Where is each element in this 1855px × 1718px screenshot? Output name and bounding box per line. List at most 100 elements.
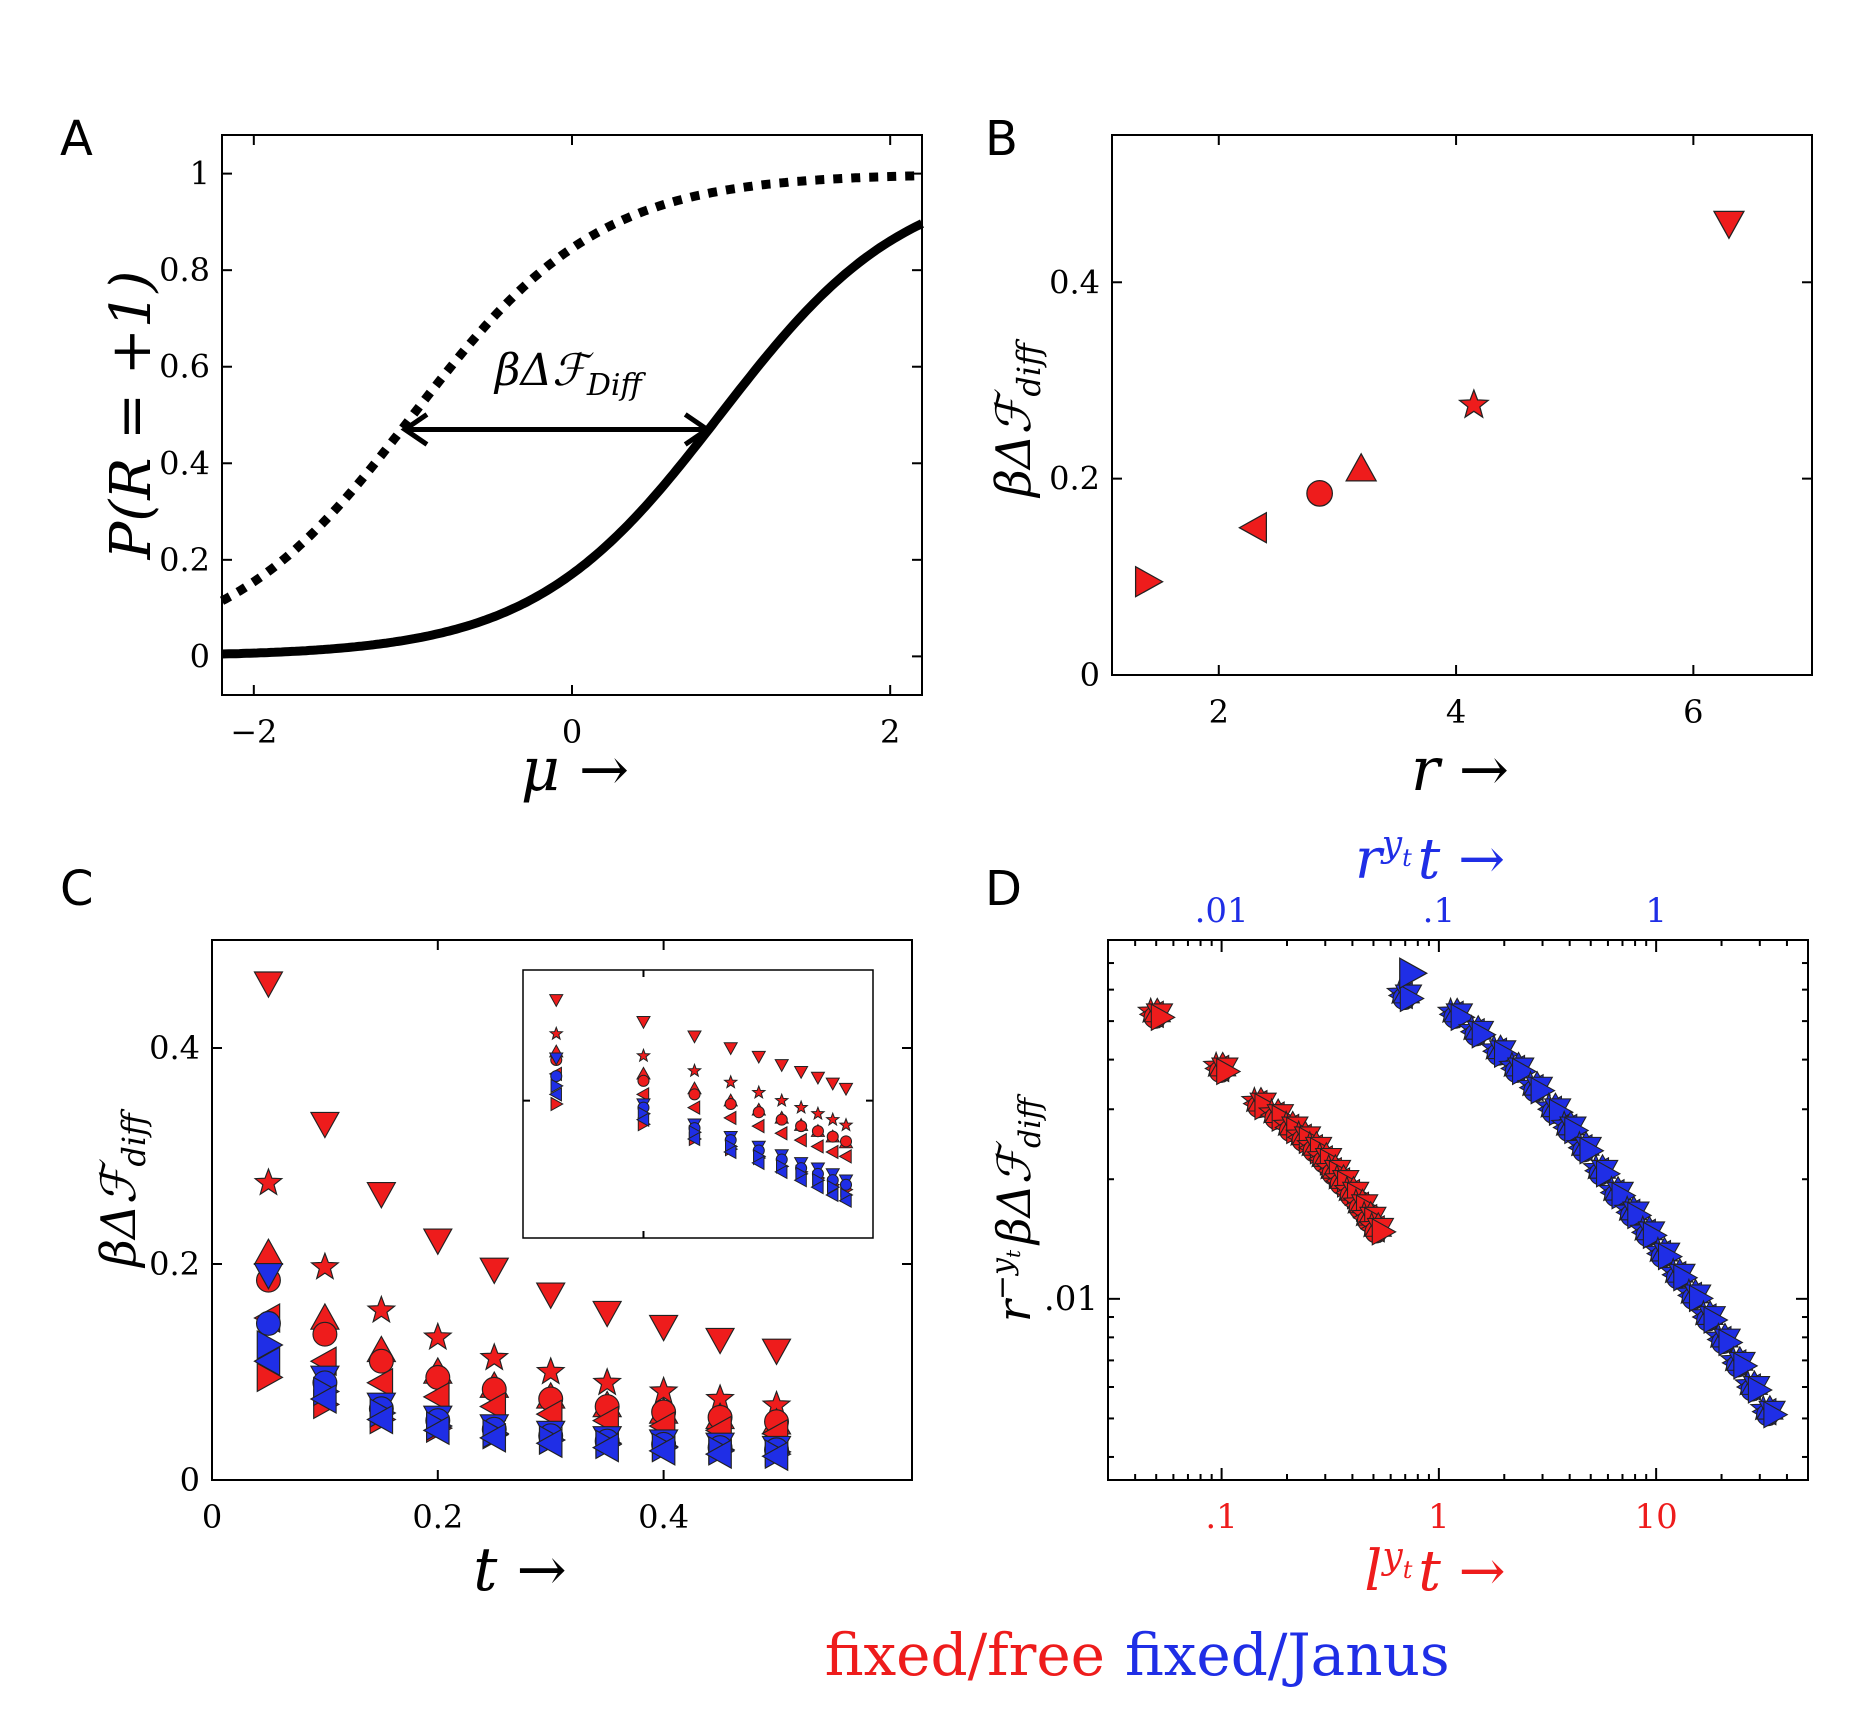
c-inset-point-triangle-down [825, 1077, 841, 1091]
panel-b-ticks: 2 4 6 0 0.2 0.4 [1049, 135, 1812, 731]
panel-a-dotted-curve [219, 171, 923, 605]
panel-b-points [1134, 210, 1746, 598]
c-point-star [535, 1356, 566, 1385]
panel-b: B 2 4 6 0 0.2 0.4 r → βΔℱdiff [985, 111, 1813, 805]
panel-d-top-label: ryt t → [1355, 824, 1505, 892]
panel-d: D .1 1 10 .01 .1 1 .01 ryt t → lyt t → r−ytβΔℱdi… [985, 824, 1809, 1604]
c-xtick-label: 0.2 [412, 1498, 463, 1536]
c-inset-point-janus-left [723, 1144, 737, 1160]
panel-c-ylabel: βΔℱdiff [91, 1108, 153, 1269]
panel-a-ylabel: P(R = +1) [99, 271, 164, 561]
d-point-blue [1657, 1242, 1684, 1271]
c-ytick-label: 0 [180, 1461, 200, 1499]
c-inset-point-janus-down [548, 1052, 564, 1066]
d-point-blue [1703, 1306, 1729, 1334]
d-top-tick-label: 1 [1645, 891, 1667, 931]
panel-b-ylabel: βΔℱdiff [986, 338, 1048, 499]
c-point-triangle-down [253, 971, 284, 999]
c-inset-point-janus-circle [839, 1178, 853, 1191]
d-point-blue [1688, 1284, 1715, 1313]
c-point-circle [312, 1321, 338, 1347]
c-inset-point-circle [839, 1135, 853, 1148]
panel-c-inset [523, 970, 873, 1238]
a-ytick-label: 0.4 [159, 444, 210, 482]
c-point-triangle-down [761, 1338, 792, 1366]
c-inset-point-star [635, 1047, 652, 1063]
c-inset-point-triangle-down [793, 1065, 809, 1080]
c-inset-point-triangle-left [793, 1132, 807, 1148]
c-point-janus-left [761, 1441, 789, 1472]
c-point-janus-down [253, 1263, 284, 1291]
panel-a-ticks: −2 0 2 0 0.2 0.4 0.6 0.8 1 [159, 135, 922, 751]
c-inset-point-star [810, 1105, 826, 1121]
c-inset-point-triangle-left [774, 1125, 788, 1141]
d-top-tick-label: .1 [1423, 891, 1455, 931]
c-inset-point-triangle-left [635, 1086, 650, 1102]
a-ytick-label: 1 [190, 155, 210, 193]
c-inset-point-triangle-down [636, 1016, 651, 1030]
b-xtick-label: 4 [1446, 693, 1466, 731]
c-inset-point-janus-left [686, 1131, 701, 1147]
panel-a: A −2 0 2 0 0.2 0.4 0.6 0.8 1 βΔℱDiff μ → P(R = +… [60, 111, 924, 805]
c-inset-point-star [793, 1099, 809, 1115]
panel-c-inset-frame [522, 969, 874, 1239]
panel-a-solid-curve [221, 219, 924, 659]
c-inset-point-star [838, 1117, 854, 1132]
c-inset-point-circle [811, 1125, 824, 1138]
panel-c-frame [211, 939, 913, 1481]
c-point-star [422, 1321, 453, 1351]
c-inset-point-triangle-left [751, 1118, 765, 1134]
c-inset-point-triangle-down [548, 994, 564, 1008]
c-point-triangle-down [535, 1282, 566, 1310]
panel-d-points [1136, 957, 1789, 1429]
d-top-tick-label: .01 [1195, 891, 1249, 931]
d-point-blue [1450, 1003, 1476, 1032]
b-xtick-label: 6 [1683, 693, 1703, 731]
c-inset-point-triangle-left [686, 1100, 701, 1115]
d-ytick-label: .01 [1044, 1279, 1098, 1319]
c-point-janus-left [253, 1346, 281, 1377]
c-point-janus-left [422, 1415, 450, 1446]
c-point-janus-left [535, 1428, 563, 1459]
d-bottom-tick-label: 10 [1635, 1497, 1678, 1537]
c-point-star [592, 1367, 623, 1396]
c-inset-point-triangle-left [838, 1149, 852, 1164]
d-bottom-tick-label: .1 [1205, 1497, 1237, 1537]
c-point-janus-left [309, 1384, 337, 1414]
d-point-blue [1763, 1400, 1789, 1429]
c-point-triangle-down [309, 1111, 340, 1139]
b-point-triangle-up [1345, 452, 1378, 482]
panel-a-xlabel: μ → [521, 735, 629, 805]
b-point-triangle-left [1238, 511, 1267, 544]
d-point-red [1371, 1217, 1397, 1246]
c-point-janus-left [591, 1432, 619, 1463]
c-point-janus-left [479, 1422, 507, 1453]
panel-b-frame [1111, 134, 1813, 676]
panel-c-letter: C [60, 861, 94, 917]
c-inset-point-circle [724, 1098, 737, 1111]
c-inset-point-triangle-left [723, 1110, 737, 1126]
panel-a-frame [221, 134, 923, 696]
c-point-triangle-left [422, 1381, 450, 1412]
c-inset-point-janus-left [751, 1155, 765, 1171]
c-inset-point-janus-left [838, 1193, 852, 1209]
c-point-star [253, 1167, 284, 1196]
c-inset-point-janus-left [793, 1172, 807, 1188]
c-inset-point-star [723, 1074, 739, 1089]
c-inset-point-janus-left [635, 1112, 650, 1128]
a-ytick-label: 0.8 [159, 251, 210, 289]
c-point-triangle-down [479, 1257, 510, 1285]
panel-d-frame [1107, 939, 1809, 1481]
d-point-blue [1512, 1057, 1538, 1086]
c-inset-point-star [751, 1084, 767, 1099]
c-point-triangle-down [592, 1300, 623, 1328]
c-inset-point-janus-left [825, 1187, 839, 1203]
panel-d-ylabel: r−ytβΔℱdiff [985, 1093, 1048, 1322]
c-inset-point-triangle-down [723, 1042, 739, 1056]
c-point-triangle-left [366, 1367, 394, 1398]
c-xtick-label: 0 [202, 1498, 222, 1536]
c-inset-point-circle [752, 1106, 765, 1119]
c-inset-point-circle [826, 1130, 839, 1143]
c-inset-point-triangle-down [774, 1059, 790, 1073]
d-point-blue [1718, 1328, 1744, 1357]
